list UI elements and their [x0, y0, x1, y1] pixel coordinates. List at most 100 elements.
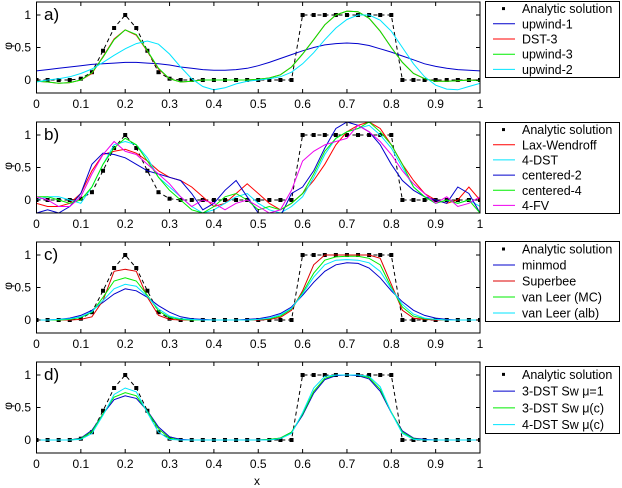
analytic-solution-marker	[267, 318, 272, 322]
legend-entry: upwind-1	[522, 17, 573, 31]
analytic-solution-marker	[78, 76, 83, 81]
analytic-solution-marker	[289, 438, 294, 442]
y-axis-label: φ	[1, 282, 15, 290]
legend-marker	[502, 128, 505, 132]
analytic-solution-marker	[433, 78, 438, 82]
series-line-2	[36, 254, 480, 321]
legend-entry: van Leer (alb)	[522, 307, 599, 321]
analytic-solution-marker	[56, 78, 61, 82]
analytic-solution-marker	[145, 288, 150, 293]
analytic-solution-marker	[422, 318, 427, 322]
analytic-solution-marker	[389, 133, 394, 137]
analytic-solution-marker	[101, 168, 106, 173]
analytic-solution-marker	[234, 198, 239, 202]
analytic-solution-line	[36, 134, 480, 201]
x-tick-label: 0.5	[250, 97, 267, 111]
analytic-solution-line	[36, 14, 480, 81]
x-tick-label: 0.8	[383, 457, 400, 471]
series-line-5	[36, 124, 480, 213]
analytic-solution-marker	[101, 408, 106, 413]
analytic-solution-marker	[389, 373, 394, 377]
legend-entry: 4-DST Sw μ(c)	[522, 418, 604, 432]
analytic-solution-marker	[167, 196, 172, 201]
analytic-solution-marker	[367, 373, 372, 377]
analytic-solution-marker	[333, 133, 338, 137]
analytic-solution-marker	[400, 78, 405, 82]
legend-marker	[502, 7, 505, 11]
analytic-solution-marker	[400, 198, 405, 202]
legend: Analytic solution minmod Superbee van Leer …	[485, 241, 620, 322]
x-tick-label: 0.1	[73, 457, 90, 471]
x-tick-label: 0.3	[161, 97, 178, 111]
analytic-solution-marker	[134, 386, 139, 390]
analytic-solution-marker	[112, 386, 117, 390]
panel-label: a)	[44, 5, 59, 24]
series-line-3	[36, 374, 480, 441]
analytic-solution-marker	[134, 26, 139, 30]
panel-label: c)	[44, 245, 58, 264]
x-tick-label: 0.6	[294, 337, 311, 351]
y-tick-label: 0.5	[14, 161, 31, 175]
analytic-solution-marker	[344, 133, 349, 137]
analytic-solution-marker	[344, 13, 349, 17]
series-line-1	[36, 262, 480, 321]
x-tick-label: 0.4	[206, 97, 223, 111]
analytic-solution-marker	[455, 78, 460, 82]
legend: Analytic solution 3-DST Sw μ=1 3-DST Sw μ(…	[485, 366, 620, 434]
x-tick-label: 0.7	[339, 337, 356, 351]
x-tick-label: 0	[33, 217, 40, 231]
plot-area	[36, 362, 480, 453]
analytic-solution-marker	[222, 198, 227, 202]
analytic-solution-marker	[278, 438, 283, 442]
legend-entry: Lax-Wendroff	[522, 138, 597, 152]
analytic-solution-marker	[322, 13, 327, 17]
analytic-solution-marker	[123, 373, 128, 377]
x-axis-label: x	[254, 474, 260, 488]
legend-entry: Superbee	[522, 275, 576, 289]
x-tick-label: 0.2	[117, 217, 134, 231]
x-tick-label: 0.3	[161, 217, 178, 231]
x-tick-label: 0.4	[206, 217, 223, 231]
analytic-solution-marker	[156, 310, 161, 315]
analytic-solution-marker	[322, 133, 327, 137]
analytic-solution-line	[36, 254, 480, 321]
analytic-solution-marker	[400, 438, 405, 442]
panel-b: 0 0.1 0.2 0.3 0.4 0.5 0.6 0.7 0.8 0.9 1 0 0.5 1 φ b) Ana…	[1, 121, 620, 231]
y-axis-label: φ	[1, 162, 15, 170]
series-line-2	[36, 124, 480, 213]
analytic-solution-marker	[156, 190, 161, 195]
y-tick-label: 1	[24, 128, 31, 142]
y-axis-label: φ	[1, 402, 15, 410]
x-tick-label: 0.3	[161, 337, 178, 351]
analytic-solution-line	[36, 374, 480, 441]
series-line-4	[36, 259, 480, 321]
panel-label: b)	[44, 125, 59, 144]
analytic-solution-marker	[400, 318, 405, 322]
series-group	[36, 373, 480, 442]
panel-d: 0 0.1 0.2 0.3 0.4 0.5 0.6 0.7 0.8 0.9 1 0 0.5 1 φ d) Ana…	[1, 361, 620, 471]
x-tick-label: 0.5	[250, 337, 267, 351]
legend-entry: DST-3	[522, 33, 557, 47]
legend-entry: Analytic solution	[522, 243, 612, 257]
analytic-solution-marker	[411, 198, 416, 202]
x-tick-label: 0	[33, 457, 40, 471]
panel-a: 0 0.1 0.2 0.3 0.4 0.5 0.6 0.7 0.8 0.9 1 0 0.5 1 φ a) Ana…	[1, 1, 620, 111]
analytic-solution-marker	[156, 70, 161, 75]
analytic-solution-marker	[389, 13, 394, 17]
legend-entry: van Leer (MC)	[522, 291, 602, 305]
analytic-solution-marker	[289, 198, 294, 202]
y-tick-label: 1	[24, 248, 31, 262]
analytic-solution-marker	[189, 198, 194, 202]
analytic-solution-marker	[134, 146, 139, 150]
x-tick-label: 0.1	[73, 217, 90, 231]
y-tick-label: 0	[24, 73, 31, 87]
legend-entry: 4-DST	[522, 153, 558, 167]
x-tick-label: 0.6	[294, 457, 311, 471]
analytic-solution-marker	[167, 316, 172, 321]
legend-marker	[502, 372, 505, 376]
legend-entry: 4-FV	[522, 199, 550, 213]
y-tick-label: 0.5	[14, 401, 31, 415]
analytic-solution-marker	[411, 318, 416, 322]
